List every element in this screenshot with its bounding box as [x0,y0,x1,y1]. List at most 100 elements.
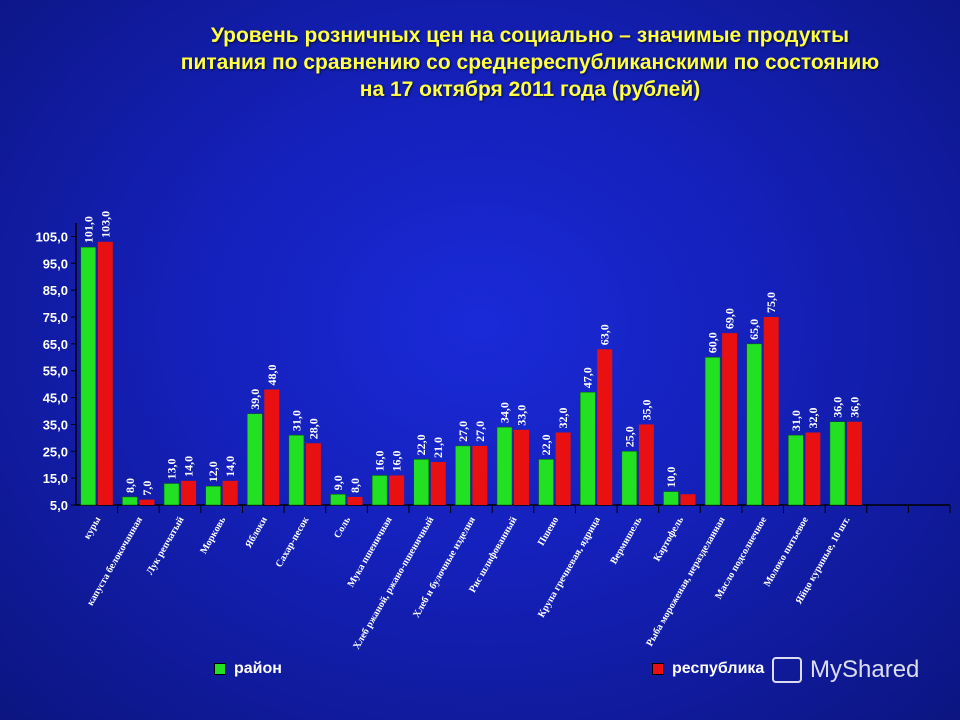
bar-respublika [389,475,405,505]
data-label: 14,0 [182,456,196,477]
y-tick-label: 85,0 [43,283,68,298]
bar-respublika [264,389,280,505]
bar-rayon [704,357,721,506]
bar-respublika [430,462,446,505]
data-label: 75,0 [764,292,778,313]
bar-rayon [413,459,430,506]
data-label: 65,0 [747,319,761,340]
data-label: 36,0 [847,397,861,418]
bar-rayon [205,485,221,506]
y-tick-label: 35,0 [43,417,68,432]
title-line-2: питания по сравнению со среднереспублика… [180,51,880,74]
data-label: 13,0 [165,459,179,480]
legend-swatch-rayon [214,663,226,675]
bar-respublika [597,349,613,505]
data-label: 14,0 [223,456,237,477]
title-line-3: на 17 октября 2011 года (рублей) [359,78,701,101]
data-label: 33,0 [515,405,529,426]
data-label: 103,0 [98,211,112,238]
x-category-label: Сахар-песок [274,515,312,570]
data-label: 32,0 [806,407,820,428]
bar-respublika [139,499,155,505]
x-category-label: Молоко питьевое [762,515,811,589]
x-category-label: Рис шлифованный [467,515,520,595]
legend-label-respublika: республика [672,660,765,677]
legend-label-rayon: район [234,660,282,677]
x-category-label: Картофель [652,514,687,563]
bar-respublika [347,496,363,505]
x-category-label: Морковь [198,514,228,556]
bar-respublika [846,421,862,505]
data-label: 35,0 [639,399,653,420]
bar-rayon [788,434,804,506]
x-category-label: Лук репчатый [145,515,187,577]
x-category-label: Мука пшеничная [346,514,396,589]
data-label: 32,0 [556,407,570,428]
data-label: 16,0 [373,450,387,471]
bar-rayon [538,459,554,506]
bar-rayon [247,413,263,506]
bar-respublika [722,333,738,505]
data-label: 101,0 [81,216,95,243]
y-tick-label: 5,0 [50,498,68,513]
bar-rayon [122,496,138,506]
bar-rayon [496,426,513,506]
data-label: 36,0 [830,397,844,418]
data-label: 22,0 [539,434,553,455]
bar-respublika [555,432,571,505]
bar-rayon [80,246,97,506]
bar-rayon [829,421,846,506]
data-label: 28,0 [306,418,320,439]
bar-respublika [638,424,654,505]
legend-item-rayon: район [214,660,282,678]
watermark-text: MyShared [810,656,920,683]
data-label: 8,0 [348,478,362,493]
x-category-label: Рыба мороженая, неразделанная [644,514,728,648]
x-category-label: куры [82,515,104,541]
data-label: 12,0 [206,461,220,482]
data-label: 9,0 [331,475,345,490]
bar-respublika [805,432,821,505]
chart-title: Уровень розничных цен на социально – зна… [100,22,960,103]
data-label: 8,0 [123,478,137,493]
legend-swatch-respublika [652,663,664,675]
x-category-label: Яблоки [243,515,270,550]
bar-respublika [222,480,238,505]
x-category-label: Вермишель [608,514,644,566]
bar-rayon [163,483,180,506]
title-line-1: Уровень розничных цен на социально – зна… [210,24,850,47]
x-category-label: Хлеб ржаной, ржано-пшеничный [351,515,436,652]
data-label: 27,0 [456,421,470,442]
bar-respublika [680,494,696,505]
y-tick-label: 75,0 [43,310,68,325]
data-label: 63,0 [598,324,612,345]
y-tick-label: 15,0 [43,471,68,486]
data-label: 22,0 [414,434,428,455]
y-tick-label: 55,0 [43,364,68,379]
data-label: 60,0 [706,332,720,353]
x-category-label: Пшено [536,515,561,548]
y-tick-label: 105,0 [35,229,68,244]
data-label: 31,0 [289,410,303,431]
data-label: 31,0 [789,410,803,431]
data-label: 27,0 [473,421,487,442]
data-label: 39,0 [248,389,262,410]
bar-respublika [97,241,113,506]
data-label: 21,0 [431,437,445,458]
x-category-label: Соль [332,514,353,540]
data-label: 48,0 [265,365,279,386]
bar-respublika [763,317,779,505]
bar-rayon [288,434,305,506]
bar-respublika [305,443,321,505]
bar-respublika [472,445,488,505]
data-label: 7,0 [140,481,154,496]
data-label: 16,0 [390,450,404,471]
legend-item-respublika: республика [652,660,764,678]
bar-rayon [579,391,596,506]
bar-rayon [371,475,388,506]
watermark: MyShared [772,656,919,684]
bar-respublika [514,429,529,505]
bar-rayon [621,451,638,506]
bar-rayon [455,445,471,506]
